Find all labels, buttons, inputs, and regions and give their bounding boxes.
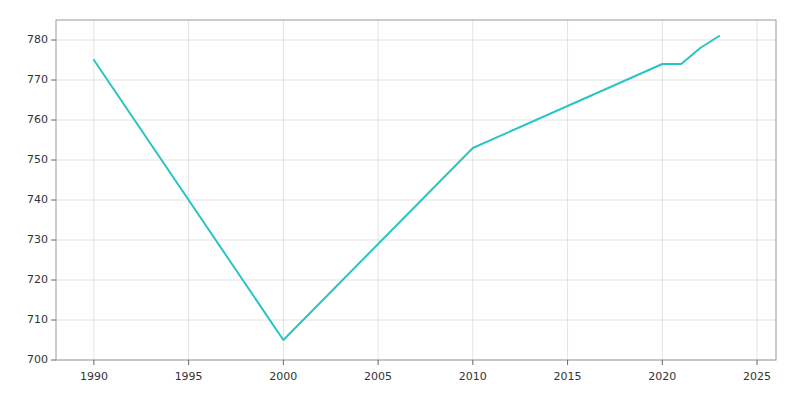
y-tick [51,320,56,321]
x-grid-line [662,20,663,360]
x-tick-label: 2005 [364,370,392,383]
x-grid-line [567,20,568,360]
y-grid-line [56,280,776,281]
y-tick-label: 770 [27,73,48,86]
x-grid-line [757,20,758,360]
x-grid-line [378,20,379,360]
y-tick [51,40,56,41]
axes: 700 710 720 730 740 750 760 770 780 1990 1995 2000 2… [27,33,771,383]
y-tick-label: 700 [27,353,48,366]
y-grid-line [56,240,776,241]
x-tick [567,360,568,365]
y-tick [51,80,56,81]
x-tick [93,360,94,365]
x-tick [757,360,758,365]
y-grid-line [56,80,776,81]
x-tick [662,360,663,365]
x-grid-line [93,20,94,360]
chart-container: 700 710 720 730 740 750 760 770 780 1990 1995 2000 2… [0,0,800,400]
population-line [94,36,719,340]
plot-frame [56,20,776,360]
x-tick [188,360,189,365]
y-grid-line [56,120,776,121]
y-tick-label: 730 [27,233,48,246]
x-grid-line [472,20,473,360]
y-tick [51,280,56,281]
x-tick [283,360,284,365]
x-tick-label: 1995 [175,370,203,383]
chart: 700 710 720 730 740 750 760 770 780 1990 1995 2000 2… [0,0,800,400]
x-tick-label: 2025 [743,370,771,383]
y-grid-line [56,40,776,41]
y-grid-line [56,200,776,201]
y-grid-line [56,160,776,161]
x-tick-label: 2020 [648,370,676,383]
grid [56,20,776,360]
y-tick [51,160,56,161]
series [94,36,719,340]
x-tick-label: 2010 [459,370,487,383]
y-tick-label: 760 [27,113,48,126]
y-tick-label: 720 [27,273,48,286]
x-tick-label: 2000 [269,370,297,383]
x-grid-line [188,20,189,360]
y-grid-line [56,320,776,321]
x-tick [378,360,379,365]
x-grid-line [283,20,284,360]
y-tick-label: 750 [27,153,48,166]
y-tick-label: 710 [27,313,48,326]
x-tick-label: 1990 [80,370,108,383]
y-tick [51,120,56,121]
y-tick-label: 740 [27,193,48,206]
y-tick [51,240,56,241]
y-tick [51,200,56,201]
x-tick-label: 2015 [554,370,582,383]
y-tick-label: 780 [27,33,48,46]
x-tick [472,360,473,365]
y-tick [51,360,56,361]
